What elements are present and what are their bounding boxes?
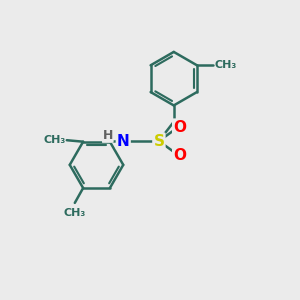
Text: O: O (173, 120, 186, 135)
Text: CH₃: CH₃ (64, 208, 86, 218)
Text: S: S (153, 134, 164, 148)
Text: O: O (173, 148, 186, 163)
Text: CH₃: CH₃ (43, 135, 65, 145)
Text: N: N (117, 134, 130, 148)
Text: CH₃: CH₃ (215, 60, 237, 70)
Text: H: H (103, 129, 113, 142)
